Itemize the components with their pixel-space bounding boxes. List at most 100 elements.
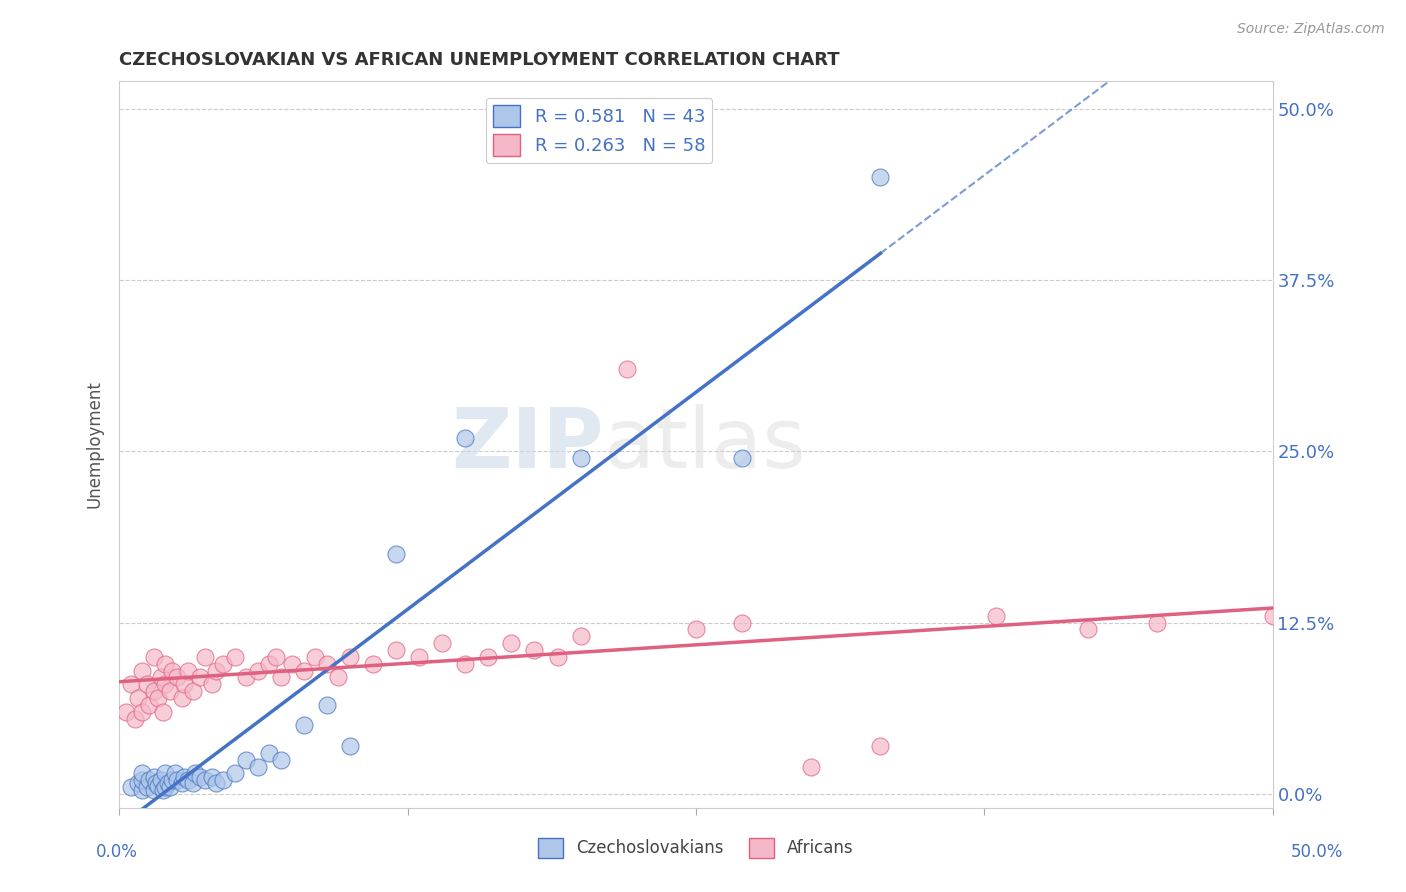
Point xyxy=(385,547,408,561)
Point xyxy=(166,670,188,684)
Point xyxy=(152,782,174,797)
Point xyxy=(246,759,269,773)
Point xyxy=(869,170,891,185)
Point xyxy=(292,718,315,732)
Point xyxy=(177,664,200,678)
Point xyxy=(166,773,188,788)
Point xyxy=(246,664,269,678)
Point xyxy=(155,766,177,780)
Point xyxy=(188,670,211,684)
Point xyxy=(138,698,160,712)
Point xyxy=(685,623,707,637)
Point xyxy=(292,664,315,678)
Point xyxy=(136,677,159,691)
Point xyxy=(159,684,181,698)
Point xyxy=(869,739,891,753)
Point xyxy=(569,451,592,466)
Point xyxy=(339,649,361,664)
Point xyxy=(205,664,228,678)
Point xyxy=(163,766,186,780)
Point xyxy=(149,773,172,788)
Point xyxy=(131,766,153,780)
Point xyxy=(270,670,292,684)
Point xyxy=(257,657,280,671)
Point xyxy=(142,684,165,698)
Point xyxy=(205,776,228,790)
Point xyxy=(731,615,754,630)
Point xyxy=(212,773,235,788)
Point xyxy=(984,608,1007,623)
Point xyxy=(162,664,184,678)
Point xyxy=(235,753,257,767)
Point xyxy=(454,431,477,445)
Point xyxy=(477,649,499,664)
Point xyxy=(257,746,280,760)
Point xyxy=(315,657,337,671)
Point xyxy=(264,649,287,664)
Point xyxy=(1261,608,1284,623)
Point xyxy=(173,677,195,691)
Point xyxy=(136,780,159,794)
Text: CZECHOSLOVAKIAN VS AFRICAN UNEMPLOYMENT CORRELATION CHART: CZECHOSLOVAKIAN VS AFRICAN UNEMPLOYMENT … xyxy=(120,51,839,69)
Point xyxy=(120,780,142,794)
Point xyxy=(155,657,177,671)
Point xyxy=(547,649,569,664)
Point xyxy=(159,780,181,794)
Point xyxy=(328,670,350,684)
Point xyxy=(120,677,142,691)
Text: ZIP: ZIP xyxy=(451,404,603,485)
Point xyxy=(173,771,195,785)
Point xyxy=(194,649,217,664)
Point xyxy=(181,684,204,698)
Point xyxy=(155,780,177,794)
Point xyxy=(194,773,217,788)
Y-axis label: Unemployment: Unemployment xyxy=(86,381,103,508)
Point xyxy=(127,691,149,706)
Point xyxy=(1077,623,1099,637)
Point xyxy=(235,670,257,684)
Point xyxy=(145,776,167,790)
Point xyxy=(177,773,200,788)
Point xyxy=(188,771,211,785)
Point xyxy=(200,771,222,785)
Point xyxy=(142,649,165,664)
Point xyxy=(184,766,207,780)
Point xyxy=(224,649,246,664)
Text: Source: ZipAtlas.com: Source: ZipAtlas.com xyxy=(1237,22,1385,37)
Point xyxy=(156,776,179,790)
Point xyxy=(361,657,384,671)
Point xyxy=(131,664,153,678)
Point xyxy=(731,451,754,466)
Text: 50.0%: 50.0% xyxy=(1291,843,1343,861)
Point xyxy=(315,698,337,712)
Point xyxy=(212,657,235,671)
Text: 0.0%: 0.0% xyxy=(96,843,138,861)
Point xyxy=(152,705,174,719)
Point xyxy=(124,712,146,726)
Point xyxy=(454,657,477,671)
Point xyxy=(523,643,546,657)
Point xyxy=(224,766,246,780)
Point xyxy=(148,691,170,706)
Point xyxy=(616,362,638,376)
Point xyxy=(181,776,204,790)
Point xyxy=(200,677,222,691)
Text: atlas: atlas xyxy=(603,404,806,485)
Point xyxy=(127,776,149,790)
Legend: R = 0.581   N = 43, R = 0.263   N = 58: R = 0.581 N = 43, R = 0.263 N = 58 xyxy=(486,97,713,163)
Point xyxy=(131,782,153,797)
Point xyxy=(138,773,160,788)
Point xyxy=(170,691,193,706)
Point xyxy=(281,657,304,671)
Point xyxy=(131,773,153,788)
Point xyxy=(1146,615,1168,630)
Point xyxy=(149,670,172,684)
Point xyxy=(304,649,326,664)
Point xyxy=(170,776,193,790)
Point xyxy=(385,643,408,657)
Point xyxy=(131,705,153,719)
Point xyxy=(148,779,170,793)
Point xyxy=(162,773,184,788)
Point xyxy=(142,771,165,785)
Point xyxy=(569,629,592,643)
